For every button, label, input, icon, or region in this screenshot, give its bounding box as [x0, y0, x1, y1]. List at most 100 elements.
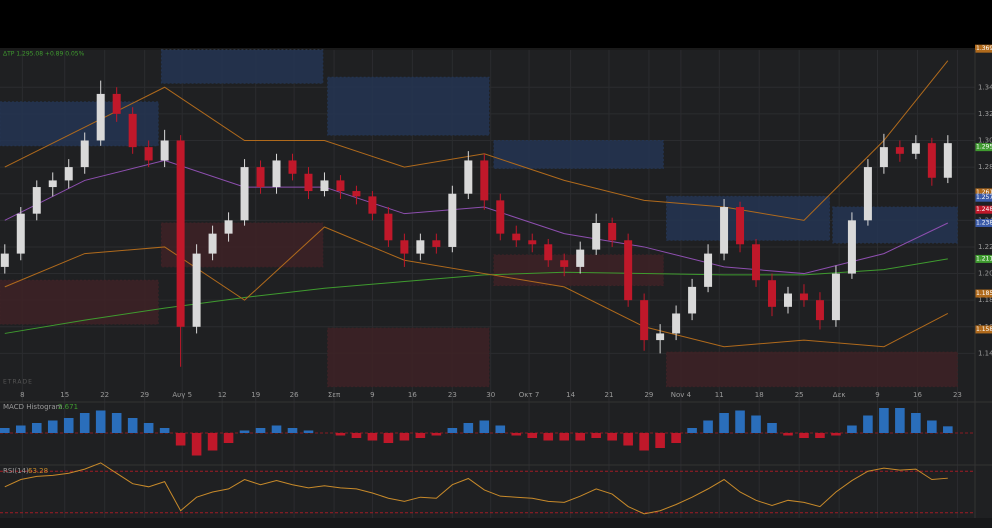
candle-body	[512, 233, 521, 241]
histogram-bar	[287, 428, 298, 433]
histogram-bar	[831, 433, 841, 436]
candle-body	[80, 140, 89, 168]
x-tick-label: 9	[370, 391, 374, 399]
zone	[327, 327, 490, 388]
candle-body	[624, 240, 633, 301]
histogram-bar	[159, 428, 170, 433]
candle-body	[768, 280, 777, 307]
candle-body	[256, 167, 265, 188]
candle-body	[0, 253, 9, 267]
histogram-bar	[399, 433, 410, 441]
price-badge-label: 1.248	[976, 206, 992, 213]
histogram-bar	[767, 423, 777, 433]
histogram-bar	[815, 433, 825, 438]
panel-title: MACD Histogram	[3, 403, 63, 411]
candle-body	[416, 240, 425, 254]
histogram-bar	[463, 423, 474, 433]
candle-body	[304, 173, 313, 192]
candle-body	[192, 253, 201, 327]
x-tick-label: 26	[290, 391, 299, 399]
indicator-line	[4, 258, 948, 334]
histogram-bar	[447, 428, 458, 433]
histogram-bar	[591, 433, 601, 438]
x-tick-label: 23	[953, 391, 962, 399]
candle-body	[895, 147, 904, 154]
candle-body	[544, 244, 553, 261]
candle-body	[464, 160, 473, 194]
zone	[160, 49, 324, 84]
histogram-bar	[527, 433, 538, 438]
x-tick-label: Οκτ 7	[519, 391, 540, 399]
histogram-bar	[431, 433, 442, 436]
price-badge	[975, 218, 992, 227]
histogram-bar	[175, 433, 186, 446]
histogram-bar	[895, 408, 905, 433]
histogram-bar	[383, 433, 394, 443]
candle-body	[64, 167, 73, 181]
price-badge-label: 1.295	[976, 144, 992, 151]
histogram-bar	[623, 433, 633, 446]
histogram-bar	[927, 420, 937, 433]
candle-body	[288, 160, 297, 174]
candle-body	[96, 93, 105, 141]
zone	[327, 76, 490, 136]
candle-body	[208, 233, 217, 254]
x-tick-label: 16	[913, 391, 922, 399]
x-tick-label: Αυγ 5	[172, 391, 192, 399]
candle-body	[752, 244, 761, 281]
price-badge-label: 1.261	[976, 189, 992, 196]
candle-body	[352, 191, 361, 197]
y-tick-label: 1.18	[978, 296, 992, 304]
histogram-bar	[655, 433, 665, 448]
candle-body	[815, 300, 824, 321]
x-tick-label: 23	[448, 391, 457, 399]
histogram-bar	[879, 408, 889, 433]
candle-body	[688, 286, 697, 314]
candle-body	[783, 293, 792, 307]
histogram-bar	[639, 433, 649, 451]
price-badge	[975, 205, 992, 214]
histogram-bar	[863, 415, 873, 433]
histogram-bar	[559, 433, 570, 441]
candle-body	[320, 180, 329, 192]
histogram-bar	[575, 433, 585, 441]
histogram-bar	[271, 425, 282, 433]
candle-body	[672, 313, 681, 334]
candle-body	[32, 187, 41, 214]
histogram-bar	[255, 428, 266, 433]
x-tick-label: 30	[486, 391, 495, 399]
candle-body	[448, 193, 457, 247]
histogram-bar	[207, 433, 218, 451]
x-tick-label: 25	[795, 391, 804, 399]
candle-body	[496, 200, 505, 234]
histogram-bar	[703, 420, 713, 433]
candle-body	[704, 253, 713, 287]
candle-body	[799, 293, 808, 301]
x-tick-label: Δεκ	[833, 391, 846, 399]
x-tick-label: 29	[140, 391, 149, 399]
x-tick-label: 16	[408, 391, 417, 399]
price-badge-label: 1.211	[976, 255, 992, 262]
x-tick-label: 8	[20, 391, 24, 399]
toolbar	[0, 518, 992, 528]
ticker-header: ΔTP 1,295.08 +0.89 0.05%	[3, 51, 85, 58]
candle-body	[272, 160, 281, 188]
candle-body	[943, 143, 952, 178]
histogram-bar	[223, 433, 234, 443]
price-badge	[975, 254, 992, 263]
indicator-line	[4, 226, 949, 348]
histogram-bar	[943, 426, 953, 433]
zone	[666, 351, 958, 388]
price-badge	[975, 289, 992, 298]
price-badge	[975, 188, 992, 197]
y-tick-label: 1.28	[978, 163, 992, 171]
histogram-bar	[735, 410, 745, 433]
candle-body	[336, 180, 345, 192]
histogram-bar	[47, 420, 58, 433]
candle-body	[240, 167, 249, 221]
x-tick-label: 12	[218, 391, 227, 399]
histogram-bar	[63, 418, 74, 433]
histogram-bar	[671, 433, 681, 443]
candle-body	[112, 93, 121, 114]
